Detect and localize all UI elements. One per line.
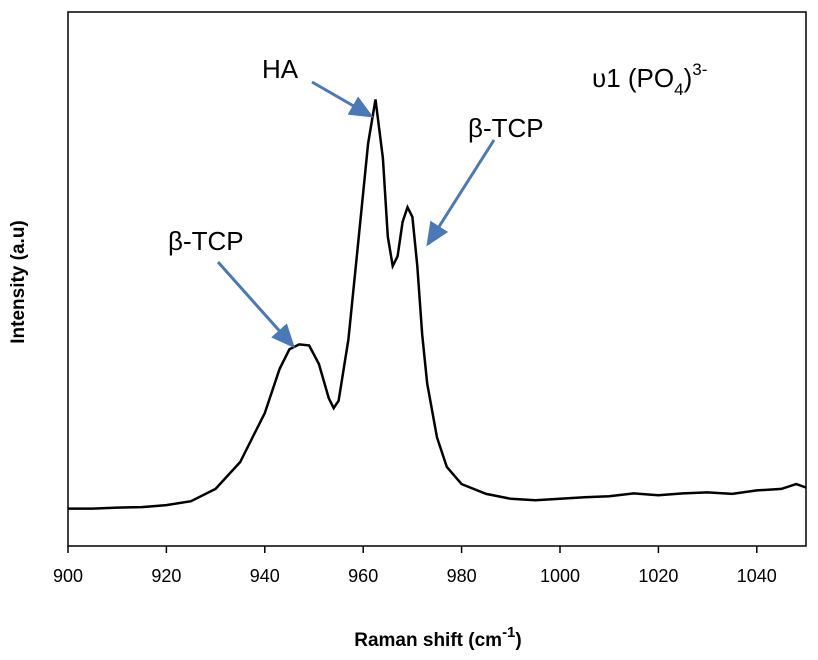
x-tick-label: 940: [250, 566, 280, 586]
plot-frame: [67, 11, 807, 547]
x-tick-label: 1040: [737, 566, 777, 586]
x-tick-label: 960: [348, 566, 378, 586]
arrow-ha: [311, 80, 374, 118]
annotation-btcp-right: β-TCP: [468, 113, 544, 143]
x-axis-title: Raman shift (cm-1): [354, 624, 521, 651]
annotation-ha: HA: [262, 54, 299, 84]
arrow-btcp-left: [216, 261, 295, 349]
spectrum-line: [68, 99, 807, 510]
x-tick-label: 1020: [638, 566, 678, 586]
y-axis-title: Intensity (a.u): [8, 220, 29, 344]
annotation-btcp-left: β-TCP: [168, 226, 244, 256]
annotation-phosphate-mode: υ1 (PO4)3-: [592, 60, 707, 99]
x-axis-ticks: 900 920 940 960 980 1000 1020 1040: [53, 546, 777, 586]
x-tick-label: 980: [447, 566, 477, 586]
x-tick-label: 920: [151, 566, 181, 586]
x-tick-label: 900: [53, 566, 83, 586]
x-tick-label: 1000: [540, 566, 580, 586]
arrow-btcp-right: [426, 139, 496, 247]
